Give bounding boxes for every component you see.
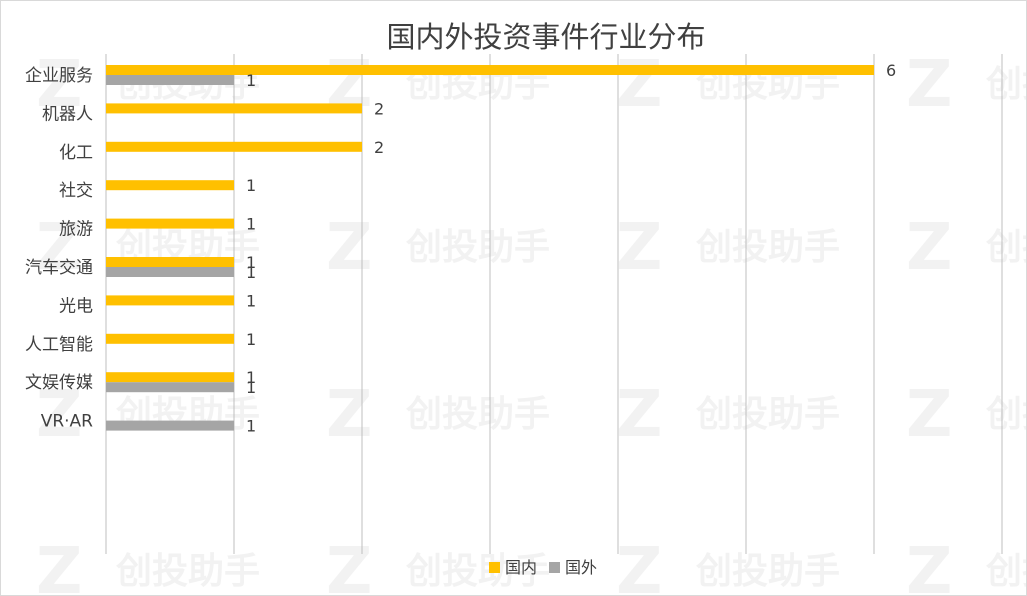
bar-国内 <box>106 372 234 383</box>
watermark-logo-icon: Z <box>326 211 372 285</box>
category-label: 汽车交通 <box>25 258 93 278</box>
data-label: 1 <box>246 378 256 397</box>
data-label: 1 <box>246 176 256 195</box>
category-label: 社交 <box>59 181 93 201</box>
legend-label: 国外 <box>565 558 597 577</box>
watermark-logo-icon: Z <box>36 378 82 452</box>
watermark-text: 创投助手 <box>696 394 840 435</box>
watermark-logo-icon: Z <box>36 535 82 595</box>
watermark-text: 创投助手 <box>116 551 260 592</box>
watermark-logo-icon: Z <box>906 378 952 452</box>
bar-国外 <box>106 420 234 431</box>
legend-swatch <box>489 562 500 573</box>
bar-国内 <box>106 218 234 229</box>
bar-国内 <box>106 295 234 306</box>
bar-国内 <box>106 180 234 191</box>
watermark-logo-icon: Z <box>36 48 82 122</box>
watermark-logo-icon: Z <box>906 535 952 595</box>
data-label: 2 <box>374 99 384 118</box>
watermark-logo-icon: Z <box>616 211 662 285</box>
bar-国内 <box>106 103 362 114</box>
legend-swatch <box>549 562 560 573</box>
legend-label: 国内 <box>505 558 537 577</box>
watermark-logo-icon: Z <box>326 378 372 452</box>
category-label: 人工智能 <box>25 335 93 355</box>
watermark-text: 创投助手 <box>406 551 550 592</box>
category-label: 旅游 <box>59 220 93 240</box>
watermark-logo-icon: Z <box>326 535 372 595</box>
category-label: 文娱传媒 <box>25 373 93 393</box>
bar-国内 <box>106 257 234 267</box>
watermark-text: 创投助手 <box>696 227 840 268</box>
data-label: 6 <box>886 61 896 80</box>
data-label: 1 <box>246 215 256 234</box>
data-label: 1 <box>246 291 256 310</box>
category-label: VR·AR <box>41 412 93 432</box>
data-label: 1 <box>246 368 256 387</box>
watermark-text: 创投助手 <box>986 394 1026 435</box>
watermark-text: 创投助手 <box>696 551 840 592</box>
data-label: 1 <box>246 417 256 436</box>
watermark-text: 创投助手 <box>406 227 550 268</box>
watermark-text: 创投助手 <box>986 551 1026 592</box>
data-label: 1 <box>246 71 256 90</box>
watermark-logo-icon: Z <box>906 211 952 285</box>
bar-国内 <box>106 333 234 344</box>
watermark: 创投助手 Z 创投助手 Z 创投助手 Z 创投助手 Z 创投助手 Z 创投助手 Z 创投助手 Z 创投助手 Z… <box>36 48 1026 595</box>
category-label: 机器人 <box>42 104 93 124</box>
watermark-logo-icon: Z <box>906 48 952 122</box>
watermark-text: 创投助手 <box>986 227 1026 268</box>
watermark-text: 创投助手 <box>406 394 550 435</box>
bar-国内 <box>106 141 362 152</box>
data-label: 2 <box>374 138 384 157</box>
bar-国外 <box>106 75 234 85</box>
watermark-logo-icon: Z <box>36 211 82 285</box>
data-label: 1 <box>246 263 256 282</box>
watermark-logo-icon: Z <box>616 378 662 452</box>
bar-国内 <box>106 65 874 75</box>
chart-title: 国内外投资事件行业分布 <box>386 20 705 54</box>
watermark-logo-icon: Z <box>616 48 662 122</box>
category-label: 化工 <box>59 143 93 163</box>
watermark-text: 创投助手 <box>986 64 1026 105</box>
data-label: 1 <box>246 330 256 349</box>
bar-国外 <box>106 382 234 393</box>
category-label: 光电 <box>59 296 93 316</box>
data-label: 1 <box>246 253 256 272</box>
bar-国外 <box>106 267 234 277</box>
watermark-logo-icon: Z <box>616 535 662 595</box>
category-label: 企业服务 <box>25 66 93 86</box>
